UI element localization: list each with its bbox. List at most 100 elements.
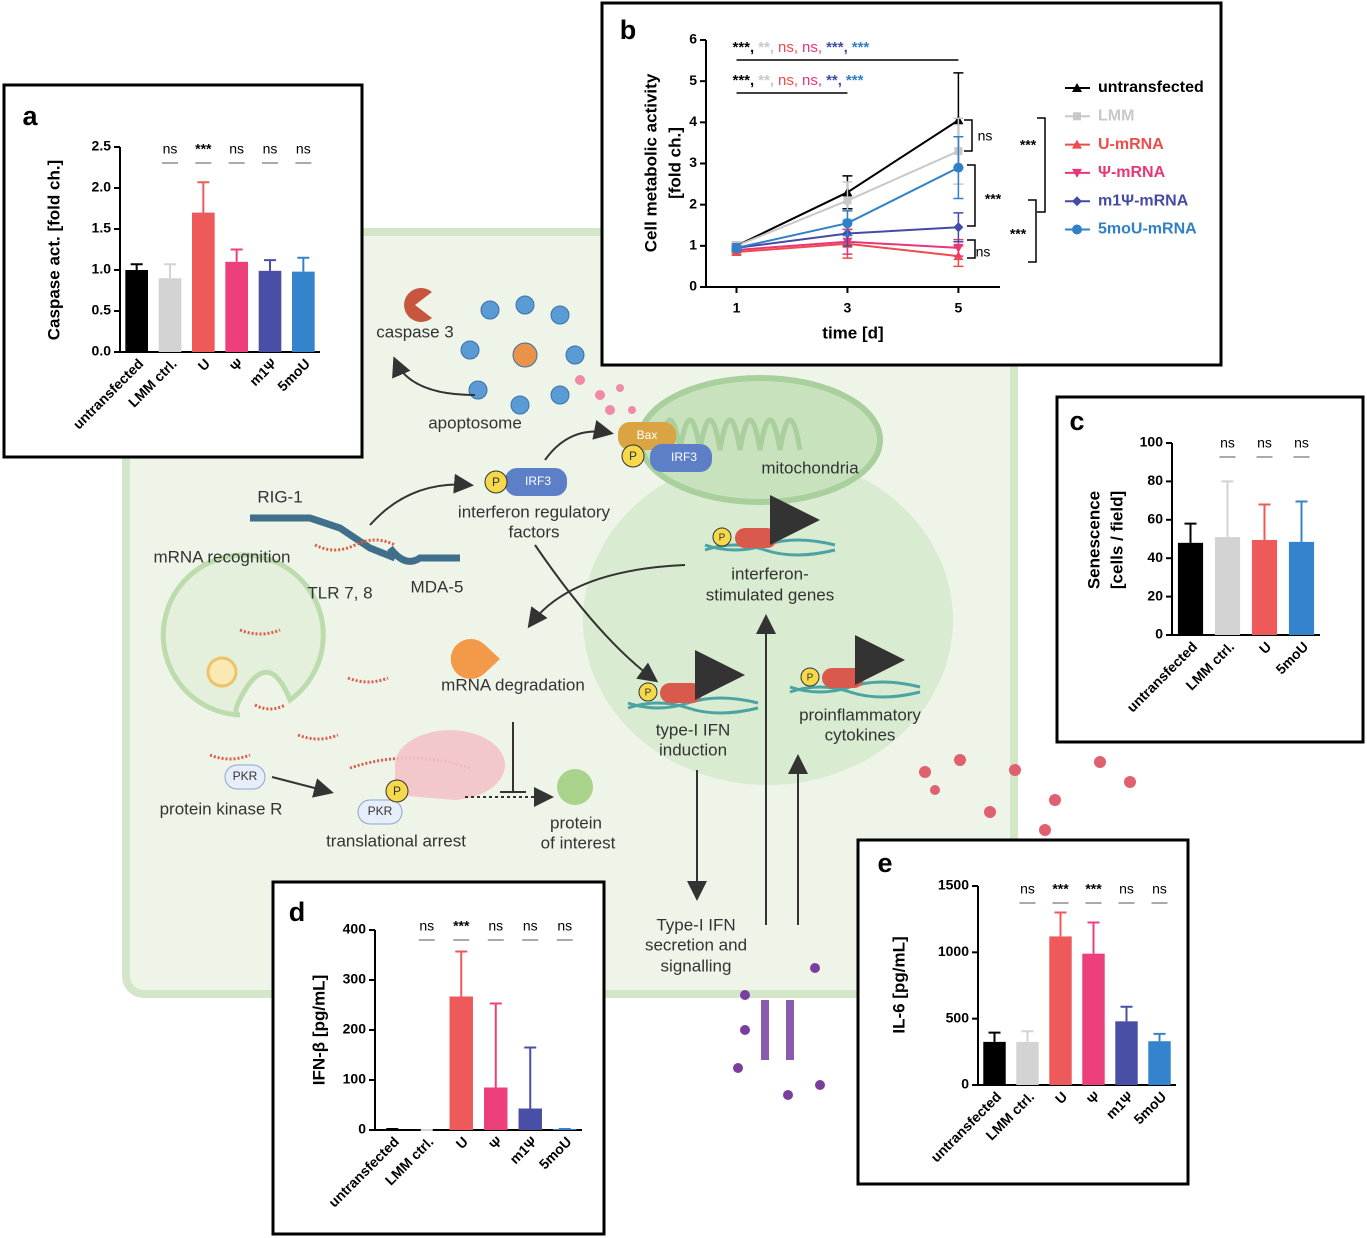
- error-bar: [489, 1002, 502, 1088]
- label: P: [393, 784, 401, 798]
- error-bar: [1221, 480, 1234, 538]
- error-bar: [1258, 503, 1271, 540]
- label: P: [719, 533, 726, 544]
- label: IRF3: [671, 450, 697, 464]
- label: PKR: [368, 804, 393, 818]
- error-bar: [988, 1031, 1001, 1042]
- significance-item: ns,: [802, 39, 822, 56]
- significance-item: **,: [758, 72, 774, 89]
- label: RIG-1: [257, 487, 302, 506]
- irf3-icon: [505, 468, 567, 496]
- marker: [731, 242, 742, 253]
- bracket-label: ns: [976, 244, 991, 260]
- y-tick-label: 5: [689, 72, 697, 88]
- error-bar: [130, 263, 143, 270]
- marker: [842, 218, 853, 229]
- panel-label: d: [289, 897, 306, 927]
- cytochrome-dots: [575, 375, 636, 415]
- significance: ***: [195, 141, 212, 157]
- panel-label: c: [1069, 406, 1084, 436]
- label: proinflammatory: [799, 705, 921, 724]
- arrow: [369, 473, 474, 526]
- bracket-label: ***: [1010, 226, 1027, 242]
- y-tick-label: 4: [689, 113, 697, 129]
- pkr-icon: [357, 799, 403, 825]
- x-tick-label: 3: [844, 300, 852, 316]
- protein-icon: [557, 769, 593, 805]
- legend-marker: [1072, 83, 1082, 92]
- label: Bax: [637, 428, 658, 442]
- significance: ***, **, ns, ns, **, ***: [733, 72, 864, 89]
- significance: ns: [1119, 881, 1134, 897]
- significance-item: **,: [758, 39, 774, 56]
- bar: [158, 278, 182, 352]
- label: of interest: [541, 833, 616, 852]
- label: mRNA degradation: [441, 675, 585, 694]
- bar: [518, 1108, 542, 1130]
- bracket-label: ***: [1020, 137, 1037, 153]
- label: apoptosome: [428, 413, 522, 432]
- label: P: [645, 688, 652, 699]
- bar: [225, 261, 248, 352]
- label: IRF3: [525, 474, 551, 488]
- legend-label: 5moU-mRNA: [1098, 221, 1197, 238]
- y-tick-label: 500: [946, 1009, 970, 1025]
- label: mRNA recognition: [153, 547, 290, 566]
- legend-label: m1Ψ-mRNA: [1098, 192, 1189, 209]
- bracket-label: ns: [978, 128, 993, 144]
- legend-label: Ψ-mRNA: [1098, 164, 1166, 181]
- bar: [125, 270, 148, 352]
- y-tick-label: 1.5: [92, 220, 112, 236]
- label: TLR 7, 8: [307, 583, 372, 602]
- x-tick-label: 5: [954, 300, 962, 316]
- significance: ***, **, ns, ns, ***, ***: [733, 39, 870, 56]
- bar: [449, 996, 473, 1130]
- bracket: [964, 119, 973, 152]
- bracket-label: ***: [985, 191, 1002, 207]
- panel-label: a: [22, 101, 38, 131]
- significance: ns: [296, 141, 311, 157]
- arrow: [392, 356, 476, 396]
- error-bar: [197, 181, 210, 213]
- error-bar: [1054, 911, 1067, 937]
- significance: ns: [263, 141, 278, 157]
- label: factors: [508, 522, 559, 541]
- y-tick-label: 1: [689, 237, 697, 253]
- significance-item: ***,: [826, 39, 848, 56]
- error-bar: [1184, 522, 1197, 543]
- label: Type-I IFN: [656, 915, 735, 934]
- ifn-dots: [733, 963, 825, 1100]
- y-axis-title: Caspase act. [fold ch.]: [44, 160, 63, 340]
- label: caspase 3: [376, 322, 454, 341]
- error-bar: [264, 259, 276, 271]
- y-tick-label: 400: [343, 921, 367, 937]
- label: P: [492, 475, 500, 489]
- label: type-I IFN: [656, 720, 731, 739]
- nuclease-icon: [450, 639, 500, 680]
- significance: ns: [557, 918, 572, 934]
- marker: [953, 243, 964, 253]
- label: signalling: [661, 956, 732, 975]
- arrow: [527, 564, 686, 629]
- label: stimulated genes: [706, 585, 835, 604]
- mrna: [314, 538, 396, 552]
- bar: [1115, 1021, 1138, 1085]
- panel-d: [271, 880, 606, 1236]
- error-bar: [164, 263, 176, 279]
- significance: ***: [1052, 881, 1069, 897]
- y-axis-title: IL-6 [pg/mL]: [889, 936, 908, 1033]
- significance: ns: [1152, 881, 1167, 897]
- tf: [735, 528, 777, 548]
- panel-label: b: [620, 15, 637, 45]
- caspase-icon: [404, 288, 432, 323]
- label: cytokines: [825, 725, 896, 744]
- apoptosome-icon: [460, 295, 585, 415]
- y-tick-label: 20: [1147, 587, 1163, 603]
- significance-item: ***: [846, 72, 864, 89]
- y-tick-label: 2: [689, 195, 697, 211]
- tf: [822, 668, 864, 688]
- bar: [1177, 542, 1204, 635]
- bracket: [967, 164, 976, 227]
- bar: [292, 271, 315, 352]
- y-axis-title: [cells / field]: [1107, 491, 1126, 589]
